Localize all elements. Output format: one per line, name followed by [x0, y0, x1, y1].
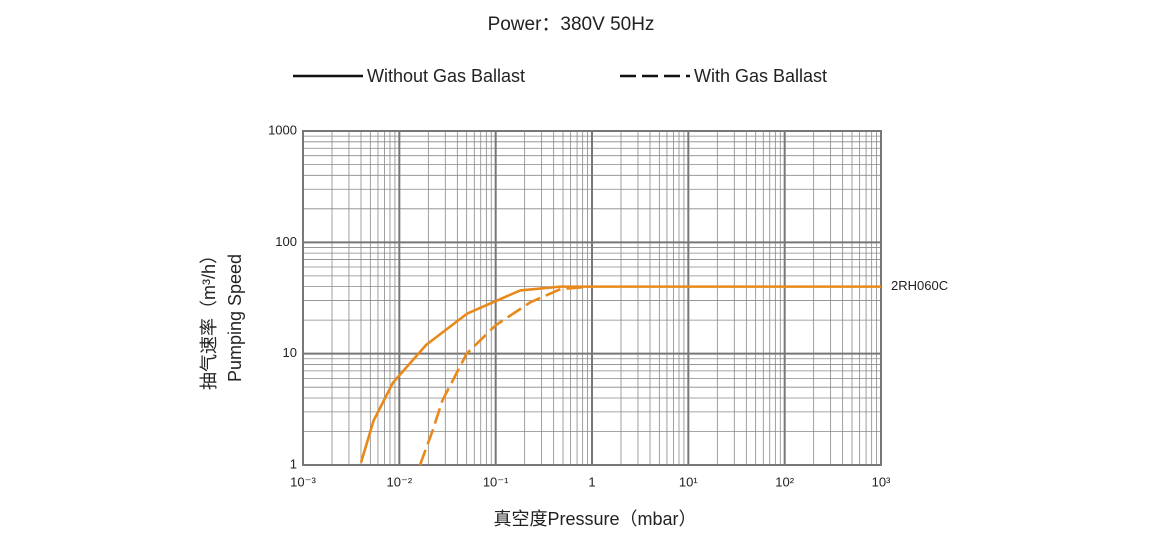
- y-axis-label: 抽气速率（m³/h）: [199, 246, 219, 390]
- legend-label: Without Gas Ballast: [367, 66, 525, 86]
- chart-title: Power：380V 50Hz: [488, 14, 655, 35]
- plot-frame: [302, 130, 882, 466]
- series-line: [418, 285, 590, 466]
- y-axis-label: Pumping Speed: [225, 254, 245, 382]
- y-tick-label: 100: [275, 234, 297, 249]
- x-tick-label: 10³: [872, 474, 891, 489]
- y-tick-label: 1000: [268, 122, 297, 137]
- x-tick-label: 10²: [775, 474, 794, 489]
- series-line: [359, 285, 881, 464]
- x-tick-label: 10¹: [679, 474, 698, 489]
- x-tick-label: 10⁻²: [387, 474, 413, 489]
- x-tick-label: 10⁻³: [290, 474, 316, 489]
- y-tick-label: 1: [290, 456, 297, 471]
- annotation: 2RH060C: [891, 278, 948, 293]
- x-axis-label: 真空度Pressure（mbar）: [493, 509, 696, 529]
- x-tick-label: 1: [588, 474, 595, 489]
- x-tick-label: 10⁻¹: [483, 474, 509, 489]
- y-tick-label: 10: [283, 345, 297, 360]
- legend-label: With Gas Ballast: [694, 66, 827, 86]
